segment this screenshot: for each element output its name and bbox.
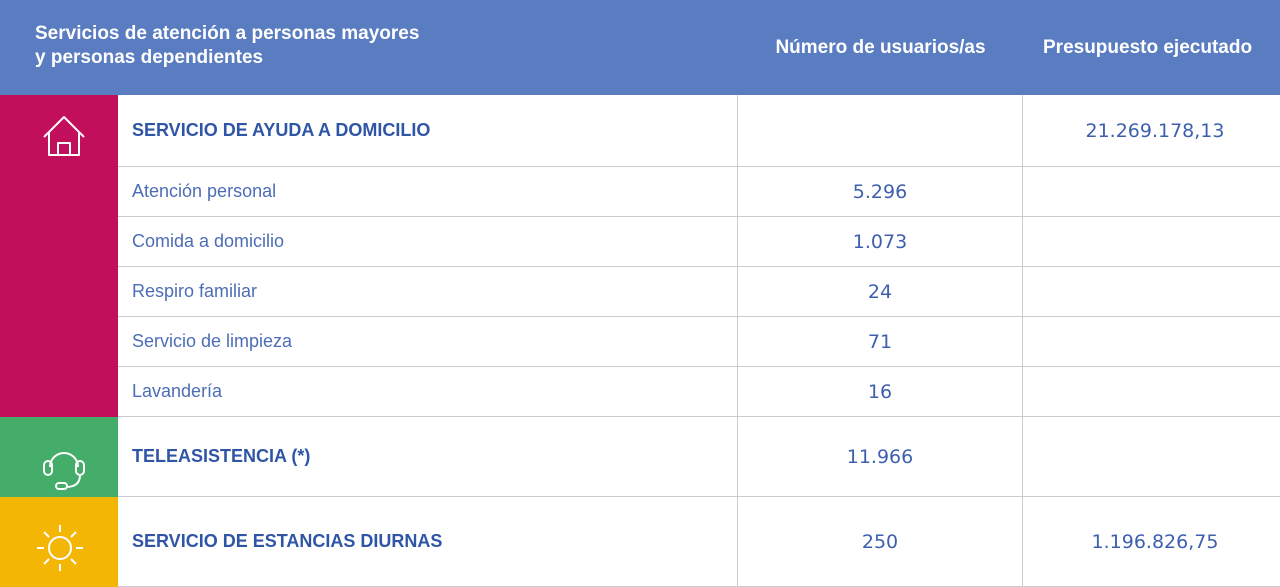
row-budget (1023, 417, 1280, 497)
sun-icon (37, 525, 83, 571)
row-users: 11.966 (738, 417, 1023, 497)
row-name: SERVICIO DE ESTANCIAS DIURNAS (118, 497, 738, 587)
row-name: Comida a domicilio (118, 217, 738, 267)
row-name: Lavandería (118, 367, 738, 417)
row-users: 250 (738, 497, 1023, 587)
row-name: SERVICIO DE AYUDA A DOMICILIO (118, 95, 738, 167)
row-users (738, 95, 1023, 167)
icon-band (0, 497, 118, 587)
row-users: 24 (738, 267, 1023, 317)
row-users: 16 (738, 367, 1023, 417)
header-budget: Presupuesto ejecutado (1043, 36, 1253, 58)
row-name: Respiro familiar (118, 267, 738, 317)
row-name: TELEASISTENCIA (*) (118, 417, 738, 497)
row-budget (1023, 267, 1280, 317)
row-users: 1.073 (738, 217, 1023, 267)
house-icon (43, 116, 85, 156)
row-budget (1023, 367, 1280, 417)
row-name: Atención personal (118, 167, 738, 217)
header-title: Servicios de atención a personas mayores… (35, 22, 419, 70)
row-budget: 21.269.178,13 (1023, 95, 1280, 167)
header-title-line: y personas dependientes (35, 47, 264, 68)
row-users: 5.296 (738, 167, 1023, 217)
row-budget (1023, 317, 1280, 367)
row-users: 71 (738, 317, 1023, 367)
icons (37, 116, 85, 571)
headset-icon (43, 452, 85, 490)
row-budget (1023, 217, 1280, 267)
header-users: Número de usuarios/as (775, 36, 986, 58)
header-title-line: Servicios de atención a personas mayores (35, 23, 420, 44)
row-budget: 1.196.826,75 (1023, 497, 1280, 587)
row-name: Servicio de limpieza (118, 317, 738, 367)
row-budget (1023, 167, 1280, 217)
header-row: Servicios de atención a personas mayores… (0, 0, 1280, 95)
